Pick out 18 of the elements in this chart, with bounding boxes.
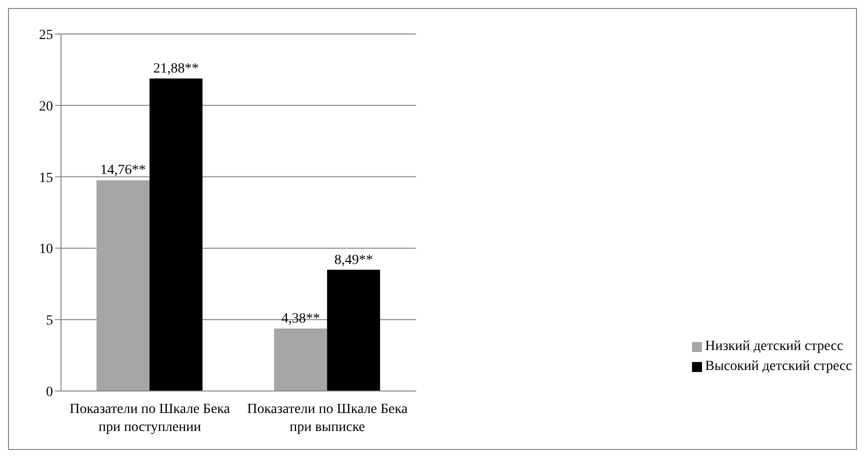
- y-tick-label: 0: [46, 384, 53, 400]
- data-label: 14,76**: [100, 163, 146, 178]
- x-tick-label: Показатели по Шкале Бека при поступлении: [70, 402, 231, 435]
- y-tick-label: 5: [46, 314, 53, 329]
- bar: [327, 270, 380, 391]
- x-tick-label: Показатели по Шкале Бека при выписке: [247, 402, 408, 435]
- y-tick-label: 10: [39, 242, 53, 258]
- bar: [150, 78, 203, 391]
- bar: [274, 328, 328, 391]
- legend-label: Высокий детский стресс: [705, 359, 852, 375]
- y-tick-label: 20: [39, 99, 53, 114]
- data-label: 4,38**: [281, 311, 320, 326]
- y-tick-label: 15: [39, 170, 53, 186]
- data-label: 21,88**: [153, 62, 199, 77]
- data-label: 8,49**: [334, 252, 373, 268]
- y-tick-label: 25: [39, 28, 53, 43]
- legend-label: Низкий детский стресс: [705, 339, 844, 355]
- bar: [96, 180, 150, 391]
